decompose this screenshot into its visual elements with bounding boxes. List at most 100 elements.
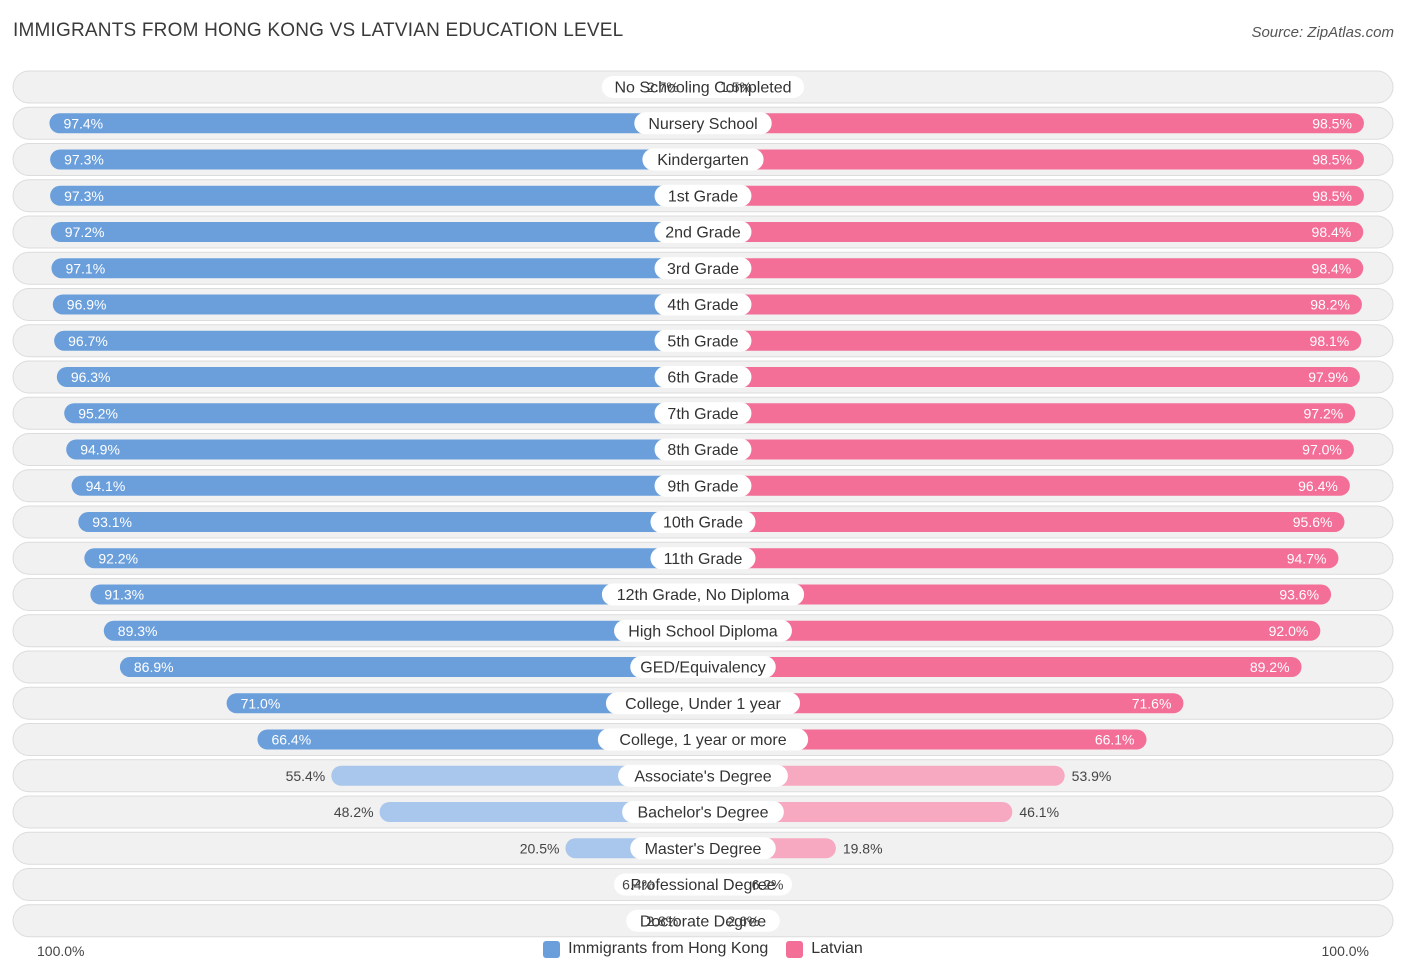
value-label-hong-kong: 2.7% <box>647 79 679 95</box>
value-label-latvian: 97.2% <box>1304 405 1344 421</box>
bar-hong-kong <box>103 620 703 641</box>
value-label-hong-kong: 97.3% <box>64 152 104 168</box>
category-label: Master's Degree <box>645 841 762 858</box>
bar-hong-kong <box>78 512 703 532</box>
value-label-latvian: 66.1% <box>1095 732 1135 748</box>
category-label: 10th Grade <box>663 515 743 532</box>
bar-latvian <box>703 512 1345 532</box>
value-label-hong-kong: 97.1% <box>65 260 105 276</box>
category-label: 3rd Grade <box>667 261 739 278</box>
bar-latvian <box>703 439 1354 460</box>
category-label-background <box>654 257 752 280</box>
category-label: Bachelor's Degree <box>637 805 768 822</box>
value-label-hong-kong: 95.2% <box>78 405 118 421</box>
category-label-background <box>654 474 752 497</box>
category-label-background <box>654 438 752 461</box>
legend-swatch-hong-kong <box>543 940 561 958</box>
category-label-background <box>614 873 792 896</box>
bar-latvian <box>703 113 1364 134</box>
value-label-latvian: 98.4% <box>1312 224 1352 240</box>
legend-swatch-latvian <box>786 940 804 958</box>
bar-hong-kong <box>84 548 703 569</box>
value-label-latvian: 6.2% <box>752 877 784 893</box>
category-label-background <box>618 764 788 787</box>
bar-latvian <box>703 330 1362 351</box>
bar-latvian <box>703 620 1321 641</box>
category-label: 8th Grade <box>667 442 738 459</box>
bar-hong-kong <box>52 294 703 315</box>
bar-hong-kong <box>64 403 703 424</box>
bar-hong-kong <box>90 584 703 605</box>
category-label: Professional Degree <box>631 877 776 894</box>
value-label-latvian: 98.1% <box>1310 333 1350 349</box>
category-label-background <box>654 221 752 243</box>
bar-latvian <box>703 693 1184 714</box>
category-label: College, 1 year or more <box>619 732 786 749</box>
category-label-background <box>650 547 756 570</box>
value-label-hong-kong: 20.5% <box>520 840 560 856</box>
category-label: College, Under 1 year <box>625 696 781 713</box>
category-label: 1st Grade <box>668 188 738 205</box>
value-label-latvian: 94.7% <box>1287 550 1327 566</box>
value-label-latvian: 2.6% <box>727 913 759 929</box>
value-label-hong-kong: 66.4% <box>271 732 311 748</box>
legend-label-latvian: Latvian <box>811 940 863 957</box>
value-label-latvian: 93.6% <box>1279 587 1319 603</box>
category-label-background <box>601 76 805 98</box>
bar-latvian <box>703 222 1364 242</box>
value-label-hong-kong: 94.1% <box>86 478 126 494</box>
value-label-hong-kong: 55.4% <box>286 768 326 784</box>
bar-hong-kong <box>379 802 703 822</box>
category-label-background <box>654 293 752 316</box>
category-label: GED/Equivalency <box>640 660 765 677</box>
bar-latvian <box>703 765 1065 786</box>
value-label-hong-kong: 2.8% <box>646 913 678 929</box>
category-label: 4th Grade <box>667 297 738 314</box>
value-label-hong-kong: 6.4% <box>622 877 654 893</box>
value-label-hong-kong: 93.1% <box>92 514 132 530</box>
category-label-background <box>654 329 752 352</box>
value-label-hong-kong: 94.9% <box>80 442 120 458</box>
value-label-hong-kong: 97.2% <box>65 224 105 240</box>
category-label-background <box>597 728 809 751</box>
category-label-background <box>622 801 784 823</box>
value-label-latvian: 95.6% <box>1293 514 1333 530</box>
bar-latvian <box>703 258 1364 279</box>
legend: Immigrants from Hong Kong Latvian <box>0 940 1406 958</box>
value-label-latvian: 97.0% <box>1302 442 1342 458</box>
bar-hong-kong <box>51 258 704 279</box>
value-label-latvian: 98.4% <box>1312 260 1352 276</box>
bar-latvian <box>703 584 1332 605</box>
legend-label-hong-kong: Immigrants from Hong Kong <box>568 940 769 957</box>
category-label: 7th Grade <box>667 406 738 423</box>
bar-hong-kong <box>66 439 703 460</box>
value-label-hong-kong: 48.2% <box>334 804 374 820</box>
bar-hong-kong <box>50 222 703 242</box>
axis-label-left: 100.0% <box>37 943 84 959</box>
value-label-latvian: 92.0% <box>1269 623 1309 639</box>
value-label-latvian: 98.5% <box>1312 115 1352 131</box>
bar-hong-kong <box>54 330 703 351</box>
bar-hong-kong <box>71 475 704 496</box>
bar-hong-kong <box>331 765 703 786</box>
value-label-hong-kong: 71.0% <box>241 695 281 711</box>
legend-item-latvian: Latvian <box>786 940 863 958</box>
category-label: Kindergarten <box>657 152 749 169</box>
bar-latvian <box>703 294 1362 315</box>
value-label-hong-kong: 86.9% <box>134 659 174 675</box>
bar-latvian <box>703 657 1302 677</box>
value-label-hong-kong: 96.3% <box>71 369 111 385</box>
value-label-hong-kong: 92.2% <box>98 550 138 566</box>
category-label-background <box>642 148 764 171</box>
bar-latvian <box>703 403 1356 424</box>
bar-latvian <box>703 475 1350 496</box>
axis-label-right: 100.0% <box>1322 943 1369 959</box>
category-label-background <box>654 184 752 207</box>
category-label-background <box>654 366 752 388</box>
bar-hong-kong <box>226 693 703 714</box>
chart-title: IMMIGRANTS FROM HONG KONG VS LATVIAN EDU… <box>13 20 624 41</box>
source-credit: Source: ZipAtlas.com <box>1251 24 1394 41</box>
category-label: Doctorate Degree <box>640 913 766 930</box>
category-label: 9th Grade <box>667 478 738 495</box>
category-label-background <box>605 692 801 715</box>
